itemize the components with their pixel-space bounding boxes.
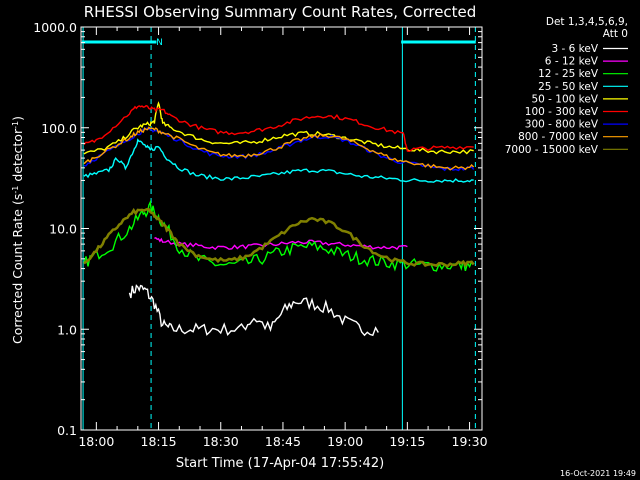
- y-axis-label: Corrected Count Rate (s-1 detector-1): [10, 116, 25, 344]
- series-lines: [83, 101, 475, 337]
- x-axis-label: Start Time (17-Apr-04 17:55:42): [176, 456, 384, 471]
- x-tick-label-1: 18:15: [141, 434, 177, 449]
- legend-label-3: 25 - 50 keV: [538, 81, 599, 93]
- y-tick-label-3: 1.0: [57, 322, 77, 337]
- x-tick-label-6: 19:30: [452, 434, 488, 449]
- legend-label-8: 7000 - 15000 keV: [505, 144, 599, 156]
- series-line-4: [83, 101, 474, 155]
- y-tick-label-4: 0.1: [57, 423, 77, 438]
- series-line-0: [128, 284, 379, 337]
- y-tick-label-1: 100.0: [41, 121, 77, 136]
- series-line-5: [83, 104, 474, 153]
- legend-label-4: 50 - 100 keV: [531, 93, 598, 105]
- series-line-7: [83, 126, 475, 171]
- legend-label-1: 6 - 12 keV: [545, 56, 599, 68]
- legend-label-2: 12 - 25 keV: [538, 68, 599, 80]
- y-tick-label-0: 1000.0: [33, 20, 77, 35]
- x-tick-label-3: 18:45: [265, 434, 301, 449]
- x-tick-label-0: 18:00: [78, 434, 114, 449]
- legend-label-7: 800 - 7000 keV: [518, 131, 599, 143]
- y-tick-label-2: 10.0: [49, 222, 77, 237]
- legend-label-5: 100 - 300 keV: [525, 106, 599, 118]
- y-axis-label-part-1: Corrected Count Rate (s: [10, 194, 25, 344]
- y-axis-label-part-2: detector: [10, 128, 25, 186]
- time-markers: N: [81, 27, 476, 430]
- y-axis-label-part-3: ): [10, 116, 25, 121]
- legend-label-0: 3 - 6 keV: [551, 43, 598, 55]
- y-axis-label-sup-2: -1: [11, 121, 20, 129]
- legend-title-0: Det 1,3,4,5,6,9,: [546, 16, 628, 28]
- x-tick-label-5: 19:15: [389, 434, 425, 449]
- plot-frame: [80, 26, 483, 431]
- x-tick-label-4: 19:00: [327, 434, 363, 449]
- legend-label-6: 300 - 800 keV: [525, 119, 599, 131]
- legend-title-1: Att 0: [603, 28, 628, 40]
- y-axis-label-sup-1: -1: [11, 186, 20, 194]
- x-tick-label-2: 18:30: [203, 434, 239, 449]
- chart-title: RHESSI Observing Summary Count Rates, Co…: [84, 3, 477, 21]
- series-line-3: [83, 138, 474, 183]
- series-line-2: [83, 199, 475, 272]
- footer-date: 16-Oct-2021 19:49: [560, 469, 636, 478]
- flag-label: N: [156, 38, 163, 48]
- series-line-8: [83, 207, 475, 268]
- axes: 1000.0 100.0 10.0 1.0 0.118:00 18:15 18:30 18:4…: [33, 20, 487, 449]
